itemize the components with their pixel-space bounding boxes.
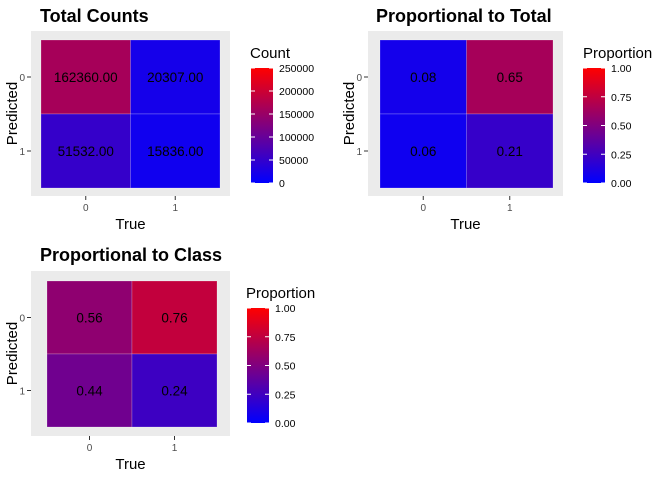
y-tick-label: 0	[19, 73, 25, 84]
chart-title: Proportional to Total	[376, 6, 552, 26]
y-axis-title: Predicted	[4, 82, 21, 145]
legend-tick-label: 100000	[279, 132, 314, 144]
x-tick-label: 0	[87, 443, 93, 454]
heatmap-cell	[131, 280, 218, 355]
y-tick-label: 0	[356, 73, 362, 84]
cell-value-label: 162360.00	[54, 70, 118, 85]
cell-value-label: 0.21	[497, 144, 523, 159]
cell-value-label: 0.24	[161, 384, 188, 399]
legend-tick-label: 0	[279, 178, 285, 190]
heatmap-cell	[130, 39, 221, 115]
cell-value-label: 0.44	[76, 384, 103, 399]
x-tick-label: 0	[83, 203, 89, 214]
legend-title: Proportion	[583, 45, 652, 62]
cell-value-label: 20307.00	[147, 70, 203, 85]
cell-value-label: 0.65	[497, 70, 523, 85]
heatmap-cell	[130, 113, 221, 189]
cell-value-label: 0.76	[161, 311, 187, 326]
legend-tick-label: 0.00	[611, 178, 632, 190]
legend-tick-label: 0.75	[611, 92, 632, 104]
heatmap-cell	[379, 39, 467, 115]
y-tick-label: 1	[356, 147, 362, 158]
heatmap-cell	[46, 280, 133, 355]
legend-title: Proportion	[246, 285, 315, 302]
x-axis-title: True	[115, 456, 145, 473]
legend-tick-label: 200000	[279, 86, 314, 98]
y-tick-label: 1	[19, 387, 25, 398]
legend-tick-label: 0.50	[275, 361, 296, 373]
legend-tick-label: 0.50	[611, 121, 632, 133]
legend-tick-label: 250000	[279, 63, 314, 75]
cell-value-label: 0.56	[76, 311, 102, 326]
y-tick-label: 0	[19, 314, 25, 325]
legend-tick-label: 0.75	[275, 332, 296, 344]
heatmap-panel-0: Total Counts 162360.00 20307.00 51532.00 158…	[4, 6, 314, 233]
cell-value-label: 51532.00	[58, 144, 114, 159]
heatmap-cell	[40, 39, 131, 115]
heatmap-cell	[131, 353, 218, 428]
y-axis-title: Predicted	[4, 322, 21, 385]
legend-title: Count	[250, 45, 291, 62]
y-tick-label: 1	[19, 147, 25, 158]
heatmap-panel-1: Proportional to Total 0.08 0.65 0.06 0.21 0 1 0…	[341, 6, 652, 233]
x-tick-label: 0	[420, 203, 426, 214]
x-axis-title: True	[450, 216, 480, 233]
heatmap-cell	[40, 113, 131, 189]
x-tick-label: 1	[172, 203, 178, 214]
legend-tick-label: 50000	[279, 155, 308, 167]
cell-value-label: 15836.00	[147, 144, 203, 159]
y-axis-title: Predicted	[341, 82, 358, 145]
heatmap-cell	[466, 113, 554, 189]
heatmap-cell	[46, 353, 133, 428]
x-axis-title: True	[115, 216, 145, 233]
heatmap-cell	[379, 113, 467, 189]
chart-title: Total Counts	[40, 6, 149, 26]
heatmap-panel-2: Proportional to Class 0.56 0.76 0.44 0.24 0 1 0…	[4, 245, 315, 473]
legend-tick-label: 1.00	[275, 303, 296, 315]
legend-tick-label: 0.00	[275, 418, 296, 430]
legend-tick-label: 0.25	[611, 149, 632, 161]
legend-colorbar	[247, 308, 269, 423]
legend-colorbar	[251, 68, 273, 183]
cell-value-label: 0.08	[410, 70, 436, 85]
chart-title: Proportional to Class	[40, 245, 222, 265]
x-tick-label: 1	[507, 203, 513, 214]
heatmap-cell	[466, 39, 554, 115]
legend-tick-label: 150000	[279, 109, 314, 121]
x-tick-label: 1	[172, 443, 178, 454]
legend-tick-label: 0.25	[275, 389, 296, 401]
cell-value-label: 0.06	[410, 144, 436, 159]
legend-tick-label: 1.00	[611, 63, 632, 75]
legend-colorbar	[583, 68, 605, 183]
